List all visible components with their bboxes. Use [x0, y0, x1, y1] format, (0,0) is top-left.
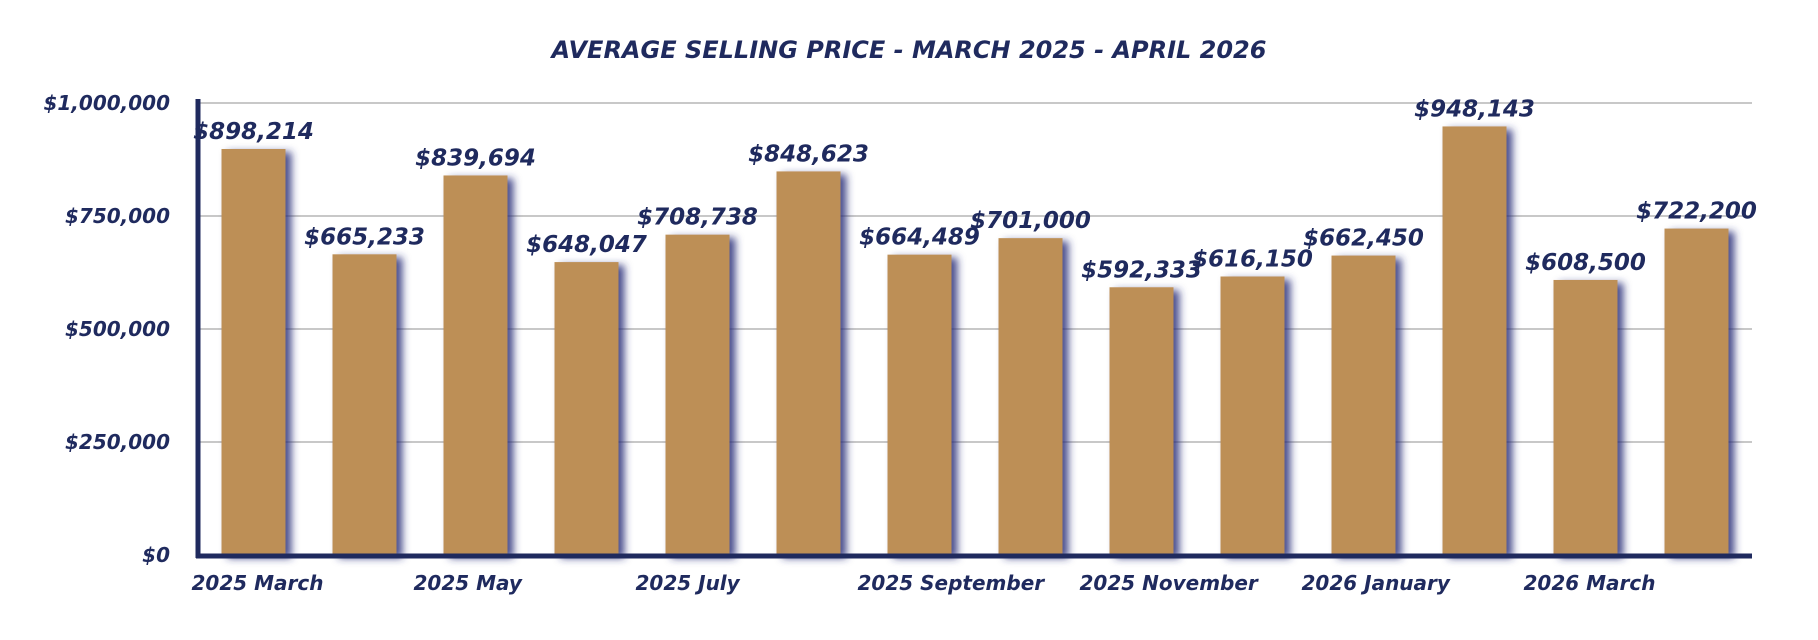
x-tick-label: 2025 November [1080, 571, 1259, 595]
data-label: $898,214 [193, 119, 314, 145]
y-tick-label: $250,000 [65, 430, 170, 454]
data-label: $839,694 [415, 145, 536, 171]
bar [221, 149, 286, 556]
bar [1220, 276, 1285, 555]
bar [998, 238, 1063, 555]
bar [1109, 287, 1174, 555]
x-tick-label: 2026 January [1302, 571, 1451, 595]
y-tick-label: $1,000,000 [43, 91, 170, 115]
x-tick-label: 2025 September [858, 571, 1046, 595]
data-label: $948,143 [1414, 96, 1535, 122]
bar [665, 234, 730, 555]
data-label: $722,200 [1636, 199, 1757, 225]
data-label: $648,047 [526, 232, 647, 258]
bar [443, 175, 508, 555]
data-label: $665,233 [304, 224, 425, 250]
bar [1553, 279, 1618, 555]
x-tick-label: 2025 May [414, 571, 523, 595]
data-label: $592,333 [1081, 257, 1202, 283]
x-tick-label: 2025 March [192, 571, 324, 595]
bar [776, 171, 841, 555]
bar [1331, 255, 1396, 555]
data-label: $664,489 [859, 225, 980, 251]
data-label: $616,150 [1192, 247, 1313, 273]
bar [554, 262, 619, 555]
chart-title: AVERAGE SELLING PRICE - MARCH 2025 - APR… [551, 36, 1267, 64]
data-label: $701,000 [970, 208, 1091, 234]
bar [1442, 126, 1507, 555]
data-label: $662,450 [1303, 226, 1424, 252]
y-tick-label: $0 [142, 543, 170, 567]
x-tick-label: 2025 July [636, 571, 741, 595]
y-tick-label: $500,000 [65, 317, 170, 341]
bars [221, 126, 1729, 556]
labels: $0 $250,000 $500,000 $750,000 $1,000,000 $898… [43, 91, 1756, 595]
axes [195, 99, 1752, 559]
x-tick-label: 2026 March [1524, 571, 1656, 595]
y-tick-label: $750,000 [65, 204, 170, 228]
bar [332, 254, 397, 555]
data-label: $708,738 [637, 205, 758, 231]
data-label: $608,500 [1525, 250, 1646, 276]
bar [1664, 228, 1729, 555]
bar [887, 254, 952, 555]
data-label: $848,623 [748, 141, 869, 167]
